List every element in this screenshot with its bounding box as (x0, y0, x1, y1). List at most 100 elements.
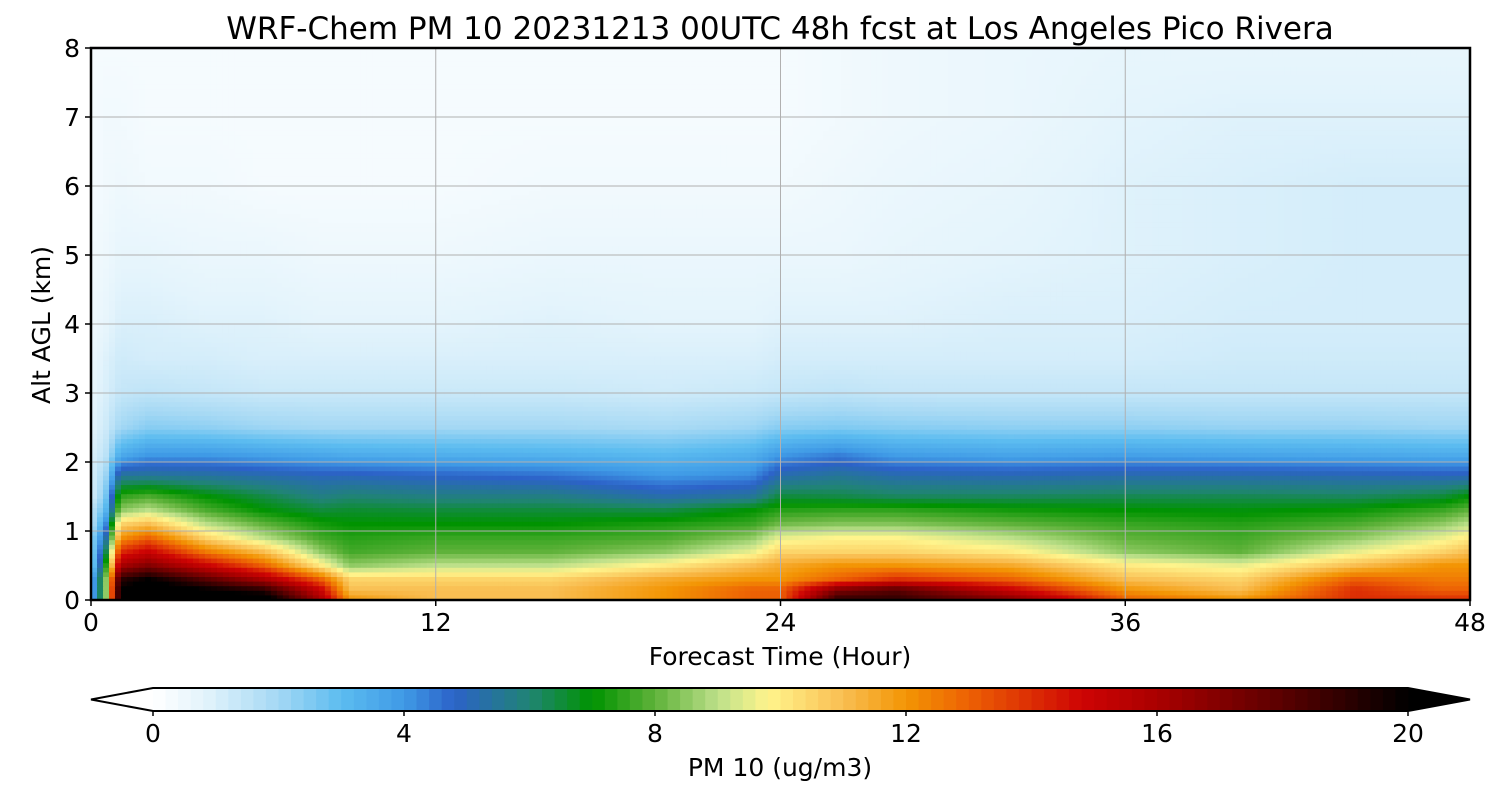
heatmap-cell (1134, 122, 1141, 127)
heatmap-cell (1380, 76, 1387, 81)
heatmap-cell (1386, 108, 1393, 113)
heatmap-cell (523, 99, 530, 104)
heatmap-cell (481, 108, 488, 113)
heatmap-cell (1434, 53, 1441, 58)
heatmap-cell (133, 122, 140, 127)
heatmap-cell (1302, 76, 1309, 81)
heatmap-cell (894, 53, 901, 58)
heatmap-cell (822, 126, 829, 131)
heatmap-cell (721, 85, 728, 90)
heatmap-cell (223, 57, 230, 62)
heatmap-cell (661, 89, 668, 94)
heatmap-cell (822, 122, 829, 127)
heatmap-cell (1092, 131, 1099, 136)
heatmap-cell (649, 89, 656, 94)
heatmap-cell (421, 145, 428, 150)
heatmap-cell (709, 140, 716, 145)
heatmap-cell (751, 108, 758, 113)
heatmap-cell (1284, 76, 1291, 81)
heatmap-cell (637, 66, 644, 71)
heatmap-cell (439, 62, 446, 67)
heatmap-cell (181, 122, 188, 127)
heatmap-cell (1254, 80, 1261, 85)
heatmap-cell (373, 62, 380, 67)
heatmap-cell (253, 99, 260, 104)
heatmap-cell (858, 94, 865, 99)
heatmap-cell (1410, 94, 1417, 99)
heatmap-cell (876, 85, 883, 90)
heatmap-cell (409, 103, 416, 108)
heatmap-cell (1188, 53, 1195, 58)
heatmap-cell (205, 140, 212, 145)
heatmap-cell (439, 99, 446, 104)
heatmap-cell (427, 62, 434, 67)
heatmap-cell (745, 131, 752, 136)
heatmap-cell (1248, 85, 1255, 90)
heatmap-cell (631, 66, 638, 71)
heatmap-cell (888, 99, 895, 104)
heatmap-cell (421, 94, 428, 99)
heatmap-cell (990, 117, 997, 122)
heatmap-cell (972, 85, 979, 90)
heatmap-cell (235, 145, 242, 150)
heatmap-cell (517, 135, 524, 140)
heatmap-cell (187, 80, 194, 85)
heatmap-cell (235, 76, 242, 81)
heatmap-cell (1404, 131, 1411, 136)
heatmap-cell (966, 108, 973, 113)
heatmap-cell (1062, 62, 1069, 67)
heatmap-cell (1422, 140, 1429, 145)
heatmap-cell (1026, 122, 1033, 127)
heatmap-cell (577, 71, 584, 76)
heatmap-cell (810, 140, 817, 145)
heatmap-cell (942, 85, 949, 90)
heatmap-cell (1440, 140, 1447, 145)
heatmap-cell (625, 122, 632, 127)
heatmap-cell (1344, 85, 1351, 90)
heatmap-cell (559, 99, 566, 104)
heatmap-cell (1014, 89, 1021, 94)
heatmap-cell (1224, 53, 1231, 58)
heatmap-cell (283, 85, 290, 90)
heatmap-cell (757, 108, 764, 113)
heatmap-cell (301, 62, 308, 67)
heatmap-cell (247, 122, 254, 127)
heatmap-cell (876, 140, 883, 145)
heatmap-cell (1266, 62, 1273, 67)
heatmap-cell (978, 76, 985, 81)
heatmap-cell (217, 76, 224, 81)
heatmap-cell (697, 103, 704, 108)
heatmap-cell (691, 57, 698, 62)
heatmap-cell (1206, 99, 1213, 104)
heatmap-cell (1272, 108, 1279, 113)
heatmap-cell (361, 126, 368, 131)
heatmap-cell (1272, 135, 1279, 140)
heatmap-cell (349, 76, 356, 81)
heatmap-cell (852, 131, 859, 136)
heatmap-cell (355, 94, 362, 99)
heatmap-cell (535, 145, 542, 150)
heatmap-cell (157, 140, 164, 145)
heatmap-cell (205, 57, 212, 62)
heatmap-cell (673, 94, 680, 99)
heatmap-cell (643, 145, 650, 150)
heatmap-cell (1068, 131, 1075, 136)
heatmap-cell (1038, 94, 1045, 99)
heatmap-cell (840, 140, 847, 145)
heatmap-cell (463, 85, 470, 90)
heatmap-cell (798, 80, 805, 85)
heatmap-cell (1080, 66, 1087, 71)
heatmap-cell (1062, 126, 1069, 131)
heatmap-cell (553, 57, 560, 62)
heatmap-cell (876, 76, 883, 81)
heatmap-cell (894, 89, 901, 94)
heatmap-cell (1074, 103, 1081, 108)
heatmap-cell (840, 131, 847, 136)
heatmap-cell (1080, 103, 1087, 108)
heatmap-cell (181, 117, 188, 122)
heatmap-cell (1104, 80, 1111, 85)
heatmap-cell (601, 131, 608, 136)
heatmap-cell (1302, 126, 1309, 131)
heatmap-cell (900, 62, 907, 67)
heatmap-cell (1128, 122, 1135, 127)
